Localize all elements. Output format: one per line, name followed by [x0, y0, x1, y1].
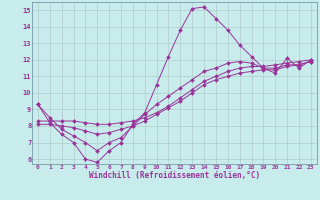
X-axis label: Windchill (Refroidissement éolien,°C): Windchill (Refroidissement éolien,°C) [89, 171, 260, 180]
